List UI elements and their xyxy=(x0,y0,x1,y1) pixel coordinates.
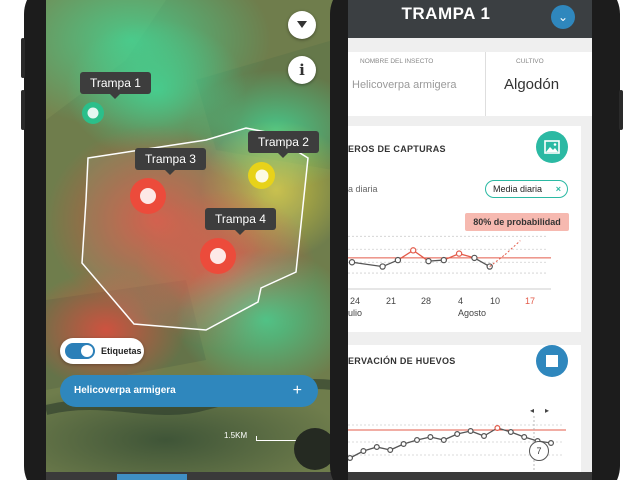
data-point xyxy=(455,250,463,257)
daily-average-label: a diaria xyxy=(348,184,378,194)
data-point xyxy=(387,447,394,454)
chip-label: Media diaria xyxy=(493,184,543,194)
trap-detail-screen: TRAMPA 1 ⌄ NOMBRE DEL INSECTO Helicoverp… xyxy=(348,0,592,480)
square-icon[interactable] xyxy=(536,345,568,377)
trap-label: Trampa 2 xyxy=(248,131,319,158)
image-icon[interactable] xyxy=(536,131,568,163)
x-tick-label: 4 xyxy=(458,296,464,306)
data-point xyxy=(425,257,432,265)
active-tab-indicator[interactable] xyxy=(117,474,187,480)
prev-arrow-icon[interactable]: ◂ xyxy=(530,406,535,415)
crop-header: CULTIVO xyxy=(516,58,544,65)
data-point xyxy=(413,437,420,444)
crop-value: Algodón xyxy=(504,76,560,93)
bottom-bar xyxy=(348,472,592,480)
data-point xyxy=(400,441,407,448)
forecast-segment xyxy=(489,254,506,267)
map-footer-bar xyxy=(46,472,333,480)
trap-marker-green[interactable] xyxy=(82,102,104,124)
map-scale-label: 1.5KM xyxy=(224,431,248,440)
x-tick-label: 10 xyxy=(490,296,501,306)
data-point xyxy=(494,425,501,432)
data-point xyxy=(373,444,380,451)
month-label: Agosto xyxy=(458,308,487,318)
phone-side-button xyxy=(21,90,25,130)
eggs-line-chart xyxy=(348,416,566,474)
data-point xyxy=(454,431,461,438)
data-point xyxy=(379,263,386,270)
data-point xyxy=(481,433,488,440)
series-segment xyxy=(351,261,383,268)
trap-marker-red[interactable] xyxy=(200,238,236,274)
data-point xyxy=(360,447,367,454)
trap-marker-yellow[interactable] xyxy=(248,162,275,189)
image-icon-glyph xyxy=(544,140,560,154)
close-icon[interactable]: × xyxy=(555,184,561,194)
labels-toggle[interactable]: Etiquetas xyxy=(60,338,144,364)
compass-icon[interactable] xyxy=(294,428,336,470)
detail-header: TRAMPA 1 ⌄ xyxy=(348,0,592,38)
trap-marker-red[interactable] xyxy=(130,178,166,214)
data-point xyxy=(471,254,478,262)
info-icon[interactable]: i xyxy=(288,56,316,84)
x-tick-label: 28 xyxy=(421,296,432,306)
toggle-switch[interactable] xyxy=(65,343,95,359)
data-point xyxy=(486,263,493,270)
layers-icon[interactable] xyxy=(288,11,316,39)
data-point xyxy=(507,429,514,436)
square-icon-glyph xyxy=(546,355,558,367)
insect-selector-label: Helicoverpa armigera xyxy=(74,385,176,396)
layers-icon-glyph xyxy=(297,21,307,28)
data-point xyxy=(548,440,555,447)
add-icon[interactable]: + xyxy=(292,382,302,399)
trap-label: Trampa 1 xyxy=(80,72,151,99)
probability-badge: 80% de probabilidad xyxy=(465,213,569,231)
data-point xyxy=(409,247,417,254)
month-label: ulio xyxy=(348,308,363,318)
x-tick-label: 24 xyxy=(350,296,361,306)
phone-side-button xyxy=(619,90,623,130)
insect-name-header: NOMBRE DEL INSECTO xyxy=(360,58,434,65)
highlight-value-bubble[interactable]: 7 xyxy=(529,441,549,461)
captures-card-title: EROS DE CAPTURAS xyxy=(348,144,446,154)
chevron-down-icon[interactable]: ⌄ xyxy=(551,5,575,29)
captures-line-chart xyxy=(348,235,551,290)
data-point xyxy=(348,455,353,461)
data-point xyxy=(440,437,447,444)
divider xyxy=(485,52,486,116)
data-point xyxy=(521,434,528,441)
data-point xyxy=(440,256,448,264)
data-point xyxy=(394,256,402,264)
data-point xyxy=(348,259,356,266)
toggle-label: Etiquetas xyxy=(101,346,142,356)
phone-side-button xyxy=(21,38,25,78)
insect-name-value: Helicoverpa armigera xyxy=(352,79,457,91)
forecast-segment xyxy=(504,240,521,256)
daily-average-chip[interactable]: Media diaria × xyxy=(485,180,568,198)
eggs-card-title: ERVACIÓN DE HUEVOS xyxy=(348,356,456,366)
insect-selector[interactable]: Helicoverpa armigera + xyxy=(60,375,318,407)
next-arrow-icon[interactable]: ▸ xyxy=(545,406,550,415)
x-tick-label-forecast: 17 xyxy=(525,296,536,306)
data-point xyxy=(467,428,474,435)
page-title: TRAMPA 1 xyxy=(401,4,491,23)
data-point xyxy=(427,434,434,441)
trap-label: Trampa 4 xyxy=(205,208,276,235)
trap-label: Trampa 3 xyxy=(135,148,206,175)
toggle-knob xyxy=(81,345,93,357)
x-tick-label: 21 xyxy=(386,296,397,306)
trap-info-card xyxy=(348,52,592,116)
